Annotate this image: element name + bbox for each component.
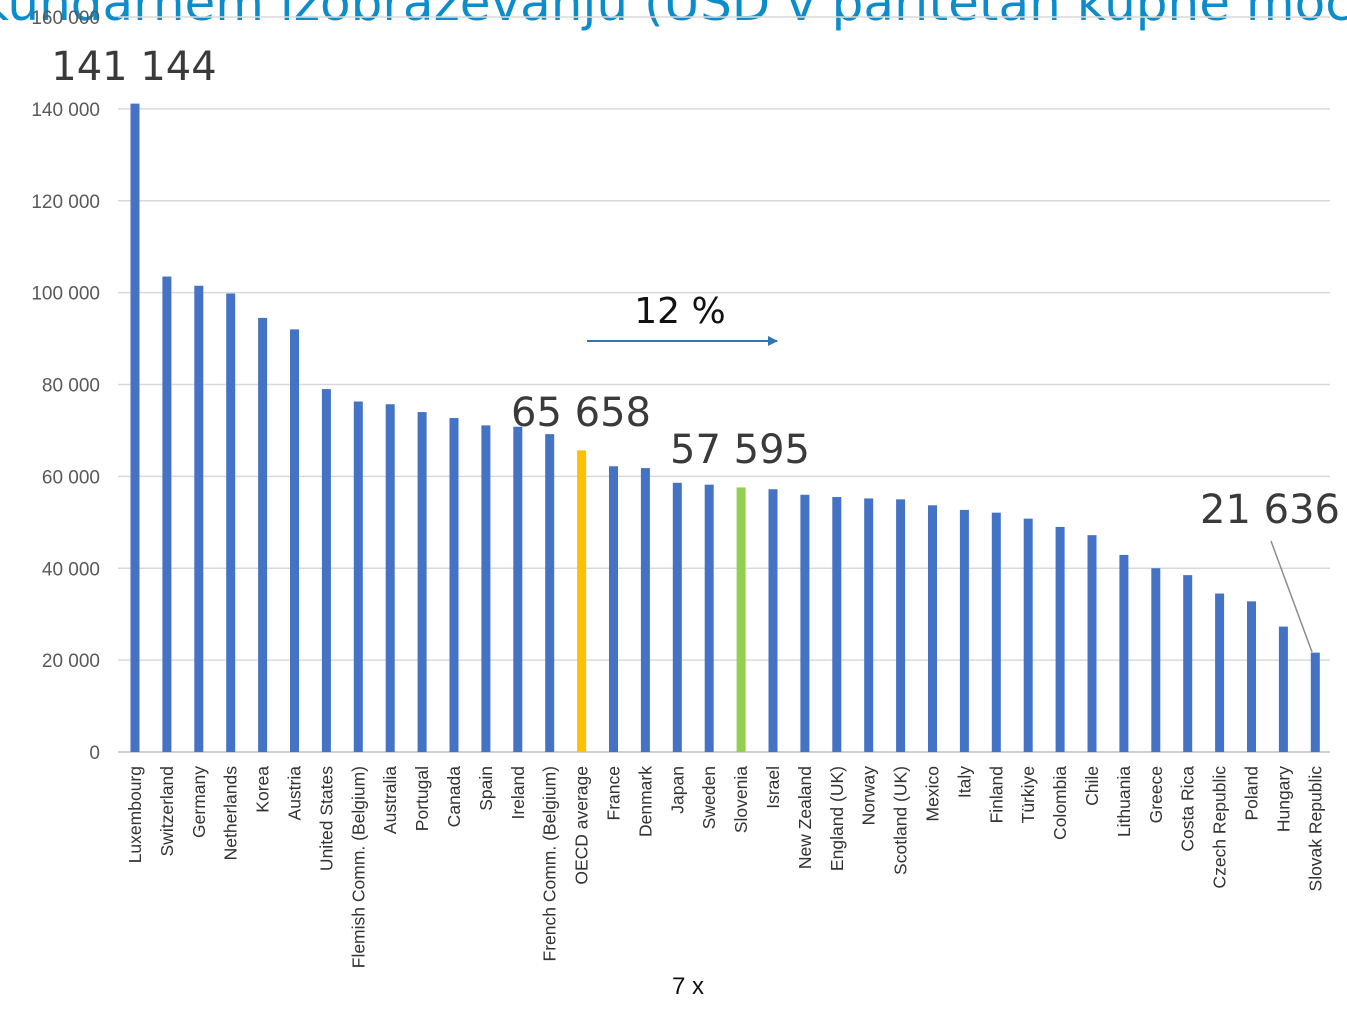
y-axis-ticks: 0 20 000 40 000 60 000 80 000 100 000 120 000 1… bbox=[31, 8, 100, 764]
bar-hungary bbox=[1278, 626, 1288, 752]
category-label-luxembourg: Luxembourg bbox=[125, 766, 145, 863]
category-label-israel: Israel bbox=[763, 766, 783, 809]
y-tick-label: 60 000 bbox=[42, 467, 100, 488]
bar-norway bbox=[864, 498, 874, 752]
bar-germany bbox=[194, 285, 204, 752]
x-axis-categories: Luxembourg Switzerland Germany Netherlands K… bbox=[125, 766, 1325, 969]
category-label-denmark: Denmark bbox=[635, 766, 655, 837]
category-label-sweden: Sweden bbox=[699, 766, 719, 829]
category-label-french-comm-belgium: French Comm. (Belgium) bbox=[540, 766, 560, 961]
category-label-costa-rica: Costa Rica bbox=[1178, 766, 1198, 852]
bar-australia bbox=[385, 404, 395, 752]
bar-scotland-uk bbox=[896, 499, 906, 752]
oecd-average-value-label: 65 658 bbox=[511, 390, 651, 436]
y-tick-label: 20 000 bbox=[42, 651, 100, 672]
category-label-hungary: Hungary bbox=[1273, 766, 1293, 832]
bar-england-uk bbox=[832, 497, 842, 752]
category-label-chile: Chile bbox=[1082, 766, 1102, 806]
y-tick-label: 140 000 bbox=[31, 100, 100, 121]
bar-turkiye bbox=[1023, 518, 1033, 752]
y-tick-label: 0 bbox=[89, 743, 100, 764]
bar-costa-rica bbox=[1183, 575, 1193, 752]
bar-greece bbox=[1151, 568, 1161, 752]
bar-ireland bbox=[513, 426, 523, 752]
category-label-scotland-uk: Scotland (UK) bbox=[891, 766, 911, 875]
category-label-canada: Canada bbox=[444, 766, 464, 828]
bar-slovak-republic bbox=[1310, 652, 1320, 752]
category-label-france: France bbox=[604, 766, 624, 820]
category-label-turkiye: Türkiye bbox=[1018, 766, 1038, 823]
category-label-new-zealand: New Zealand bbox=[795, 766, 815, 869]
gridlines bbox=[118, 16, 1330, 753]
bar-slovenia bbox=[736, 487, 746, 752]
bar-czech-republic bbox=[1215, 593, 1225, 752]
bar-canada bbox=[449, 418, 459, 752]
bar-new-zealand bbox=[800, 494, 810, 752]
category-label-oecd-average: OECD average bbox=[572, 766, 592, 885]
category-label-czech-republic: Czech Republic bbox=[1210, 766, 1230, 889]
y-tick-label: 80 000 bbox=[42, 376, 100, 397]
category-label-japan: Japan bbox=[667, 766, 687, 814]
y-tick-label: 40 000 bbox=[42, 559, 100, 580]
bar-switzerland bbox=[162, 276, 172, 752]
category-label-mexico: Mexico bbox=[923, 766, 943, 821]
category-label-finland: Finland bbox=[986, 766, 1006, 823]
bar-spain bbox=[481, 425, 491, 752]
bar-united-states bbox=[321, 389, 331, 752]
bar-japan bbox=[672, 482, 682, 752]
bar-netherlands bbox=[226, 293, 236, 752]
bar-israel bbox=[768, 489, 778, 752]
ratio-label: 7 x bbox=[672, 973, 704, 1000]
bar-luxembourg bbox=[130, 103, 140, 752]
bar-sweden bbox=[704, 484, 714, 752]
category-label-ireland: Ireland bbox=[508, 766, 528, 820]
y-tick-label: 160 000 bbox=[31, 8, 100, 29]
slovak-republic-value-label: 21 636 bbox=[1200, 487, 1340, 533]
category-label-united-states: United States bbox=[316, 766, 336, 871]
bar-colombia bbox=[1055, 526, 1065, 752]
category-label-italy: Italy bbox=[954, 766, 974, 798]
bar-denmark bbox=[640, 468, 650, 752]
category-label-australia: Australia bbox=[380, 766, 400, 834]
category-label-portugal: Portugal bbox=[412, 766, 432, 831]
slovak-republic-leader-line bbox=[1270, 540, 1313, 653]
slovenia-value-label: 57 595 bbox=[670, 427, 810, 473]
gap-percent-label: 12 % bbox=[634, 291, 725, 332]
bars bbox=[130, 103, 1320, 752]
luxembourg-value-label: 141 144 bbox=[51, 44, 216, 90]
bar-finland bbox=[991, 512, 1001, 752]
category-label-slovak-republic: Slovak Republic bbox=[1305, 766, 1325, 892]
bar-italy bbox=[959, 509, 969, 752]
category-label-england-uk: England (UK) bbox=[827, 766, 847, 871]
category-label-germany: Germany bbox=[189, 766, 209, 838]
category-label-greece: Greece bbox=[1146, 766, 1166, 823]
category-label-spain: Spain bbox=[476, 766, 496, 811]
bar-poland bbox=[1247, 601, 1256, 752]
category-label-korea: Korea bbox=[253, 766, 273, 813]
slide-title: kundarnem izobraževanju (USD v paritetah… bbox=[0, 0, 1347, 32]
category-label-colombia: Colombia bbox=[1050, 766, 1070, 840]
bar-mexico bbox=[928, 505, 937, 752]
y-tick-label: 100 000 bbox=[31, 284, 100, 305]
bar-korea bbox=[258, 317, 268, 752]
bar-flemish-comm-belgium bbox=[353, 401, 363, 752]
category-label-austria: Austria bbox=[285, 766, 305, 821]
bar-oecd-average bbox=[577, 450, 587, 752]
bar-french-comm-belgium bbox=[545, 434, 555, 752]
category-label-lithuania: Lithuania bbox=[1114, 766, 1134, 837]
bar-portugal bbox=[417, 412, 427, 752]
category-label-slovenia: Slovenia bbox=[731, 766, 751, 833]
bar-lithuania bbox=[1119, 554, 1129, 752]
bar-france bbox=[609, 466, 618, 752]
bar-chile bbox=[1087, 535, 1097, 752]
y-tick-label: 120 000 bbox=[31, 192, 100, 213]
category-label-poland: Poland bbox=[1242, 766, 1262, 821]
category-label-norway: Norway bbox=[859, 766, 879, 826]
category-label-flemish-comm-belgium: Flemish Comm. (Belgium) bbox=[348, 766, 368, 968]
category-label-switzerland: Switzerland bbox=[157, 766, 177, 856]
category-label-netherlands: Netherlands bbox=[221, 766, 241, 861]
bar-austria bbox=[290, 329, 299, 752]
